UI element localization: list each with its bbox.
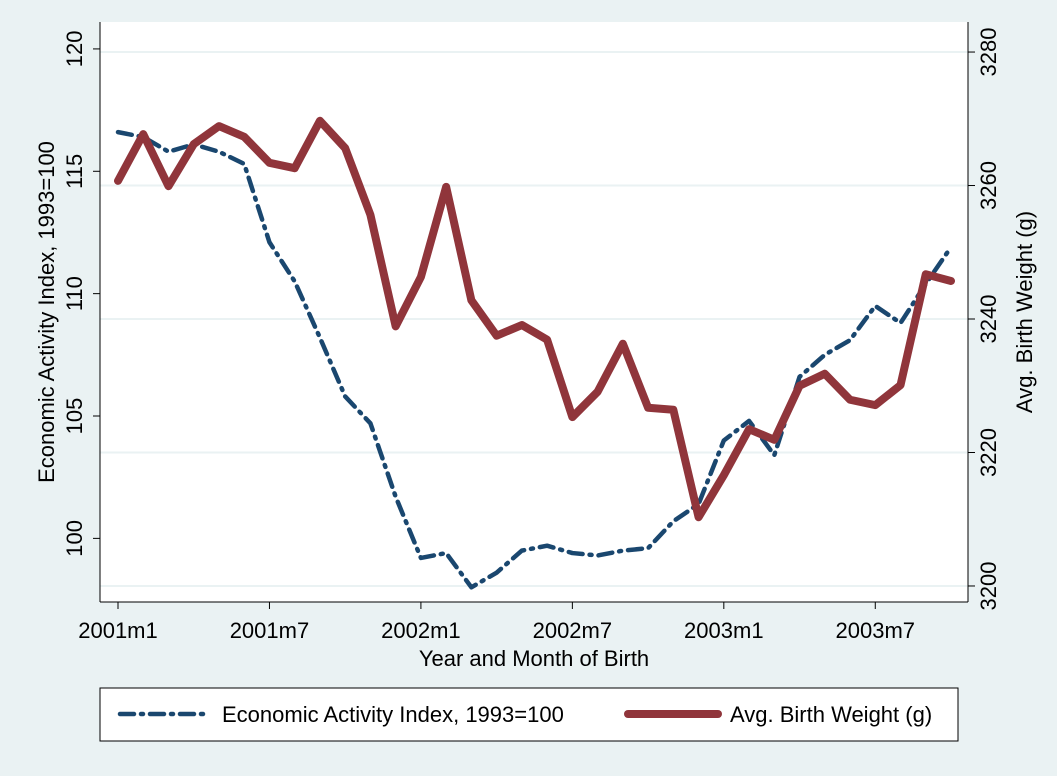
y-tick-label: 120 [62, 31, 87, 68]
y-tick-label: 105 [62, 398, 87, 435]
y2-tick-label: 3240 [976, 295, 1001, 344]
x-tick-label: 2001m7 [230, 618, 310, 643]
y-axis-title: Economic Activity Index, 1993=100 [34, 141, 59, 483]
y-tick-label: 115 [62, 154, 87, 189]
legend-label: Economic Activity Index, 1993=100 [222, 702, 564, 727]
legend-box [99, 687, 959, 742]
x-tick-label: 2002m1 [381, 618, 461, 643]
y-tick-label: 100 [62, 520, 87, 557]
x-tick-label: 2001m1 [78, 618, 158, 643]
x-tick-label: 2003m1 [684, 618, 764, 643]
series-line [114, 116, 955, 522]
plot-area [100, 22, 968, 602]
x-axis-title: Year and Month of Birth [419, 646, 649, 671]
y2-tick-label: 3220 [976, 428, 1001, 477]
y2-axis-title: Avg. Birth Weight (g) [1012, 211, 1037, 413]
legend-label: Avg. Birth Weight (g) [730, 702, 932, 727]
y-tick-label: 110 [62, 276, 87, 311]
series-line [115, 129, 954, 590]
x-tick-label: 2002m7 [533, 618, 613, 643]
x-tick-label: 2003m7 [836, 618, 916, 643]
y2-tick-label: 3280 [976, 28, 1001, 77]
y2-tick-label: 3200 [976, 562, 1001, 611]
y2-tick-label: 3260 [976, 161, 1001, 210]
